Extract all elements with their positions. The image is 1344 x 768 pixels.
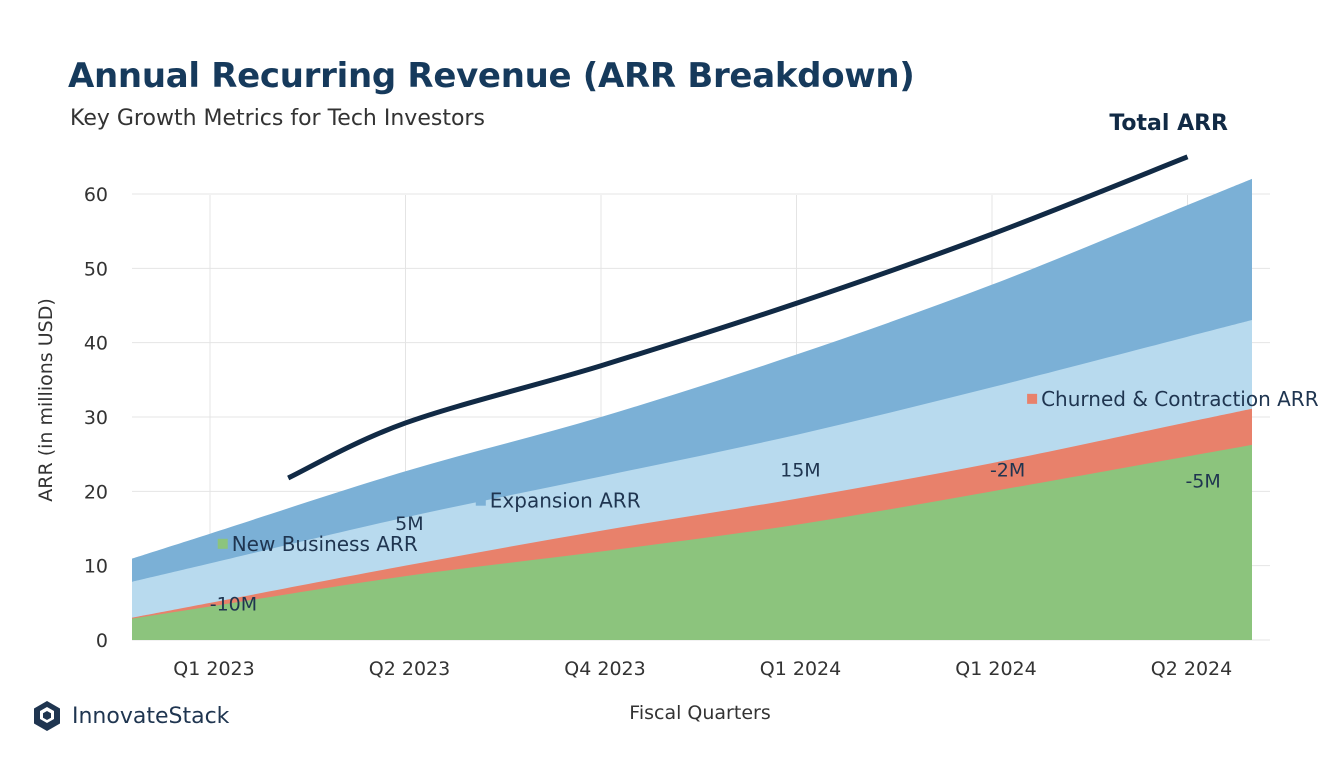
y-tick-label: 60 (84, 184, 108, 206)
chart-subtitle: Key Growth Metrics for Tech Investors (70, 106, 485, 131)
x-tick-label: Q2 2023 (369, 658, 450, 680)
x-tick-label: Q1 2023 (173, 658, 254, 680)
axis-layer: 0 10 20 30 40 50 60 Q1 2023 Q2 2023 Q4 2023 Q1 202… (35, 184, 1232, 724)
y-tick-label: 20 (84, 481, 108, 503)
data-annotation: 5M (395, 513, 423, 535)
line-layer: Total ARR (287, 111, 1228, 481)
legend-marker-expansion-dark (475, 495, 486, 506)
x-tick-label: Q4 2023 (564, 658, 645, 680)
hexagon-logo-icon (34, 701, 60, 731)
brand-name: InnovateStack (72, 703, 230, 729)
series-label-churn: Churned & Contraction ARR (1041, 387, 1319, 411)
x-tick-label: Q1 2024 (760, 658, 841, 680)
total-arr-label: Total ARR (1109, 111, 1228, 136)
x-tick-label: Q1 2024 (955, 658, 1036, 680)
x-axis-label: Fiscal Quarters (629, 702, 770, 724)
data-annotation: -10M (210, 593, 257, 615)
data-annotation: 15M (780, 459, 821, 481)
y-tick-label: 50 (84, 258, 108, 280)
data-annotation: -5M (1185, 471, 1220, 493)
series-label-new-business: New Business ARR (232, 532, 418, 556)
y-tick-label: 0 (96, 630, 108, 652)
y-tick-label: 40 (84, 333, 108, 355)
area-layer (132, 178, 1252, 640)
chart-title: Annual Recurring Revenue (ARR Breakdown) (68, 56, 915, 96)
legend-marker-new-business (217, 538, 228, 549)
y-tick-label: 30 (84, 407, 108, 429)
total-arr-line (287, 154, 1189, 481)
area-new-business (132, 444, 1252, 640)
y-tick-label: 10 (84, 556, 108, 578)
series-label-expansion-dark: Expansion ARR (490, 489, 641, 513)
x-tick-label: Q2 2024 (1151, 658, 1232, 680)
legend-marker-churn (1027, 393, 1038, 404)
data-annotation: -2M (990, 459, 1025, 481)
brand: InnovateStack (32, 700, 229, 732)
label-layer: New Business ARR Expansion ARR Churned & C… (210, 387, 1319, 615)
y-axis-label: ARR (in millions USD) (35, 298, 57, 501)
